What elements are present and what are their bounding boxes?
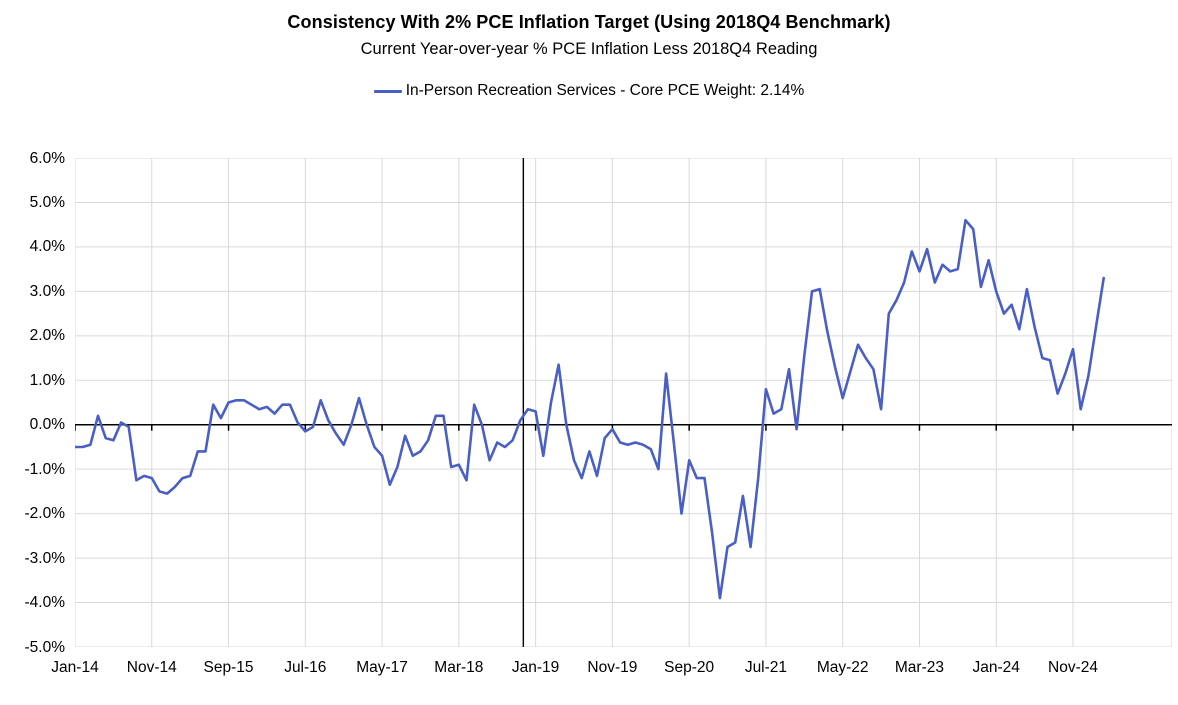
x-axis-tick-label: May-17: [356, 659, 408, 676]
y-axis-tick-label: -5.0%: [24, 638, 66, 656]
x-axis-tick-label: Mar-23: [894, 659, 944, 676]
legend: In-Person Recreation Services - Core PCE…: [0, 82, 1178, 100]
y-axis-tick-label: -4.0%: [24, 594, 66, 612]
y-axis-tick-label: 4.0%: [29, 238, 65, 256]
x-axis-tick-label: Jul-21: [744, 659, 788, 676]
x-axis-tick-label: Mar-18: [434, 659, 484, 676]
legend-label: In-Person Recreation Services - Core PCE…: [405, 82, 805, 99]
y-axis-tick-label: 1.0%: [29, 371, 65, 389]
y-axis-tick-label: 6.0%: [29, 149, 65, 167]
x-axis-tick-label: Jan-14: [51, 659, 99, 676]
x-axis-tick-label: Jan-19: [511, 659, 560, 676]
chart-subtitle: Current Year-over-year % PCE Inflation L…: [360, 40, 818, 58]
y-axis-tick-label: 2.0%: [29, 327, 65, 345]
legend-line-icon: [373, 89, 402, 93]
x-axis-tick-label: May-22: [816, 659, 869, 676]
chart-title: Consistency With 2% PCE Inflation Target…: [287, 12, 891, 32]
series-line: [75, 218, 1105, 600]
x-axis-tick-label: Jan-24: [972, 659, 1020, 676]
y-axis-tick-label: -1.0%: [24, 460, 66, 478]
x-axis-tick-label: Sep-20: [664, 659, 715, 676]
plot-area: [75, 158, 1172, 647]
y-axis-tick-label: -2.0%: [24, 505, 66, 523]
x-axis-tick-label: Nov-19: [587, 659, 638, 676]
y-axis-tick-label: 3.0%: [29, 282, 65, 300]
x-axis-tick-label: Sep-15: [203, 659, 254, 676]
line-chart-svg: [75, 158, 1172, 647]
x-axis-tick-label: Nov-14: [126, 659, 177, 676]
y-axis-tick-label: 0.0%: [29, 416, 65, 434]
x-axis-tick-label: Jul-16: [284, 659, 327, 676]
y-axis-tick-label: -3.0%: [24, 549, 66, 567]
x-axis-tick-label: Nov-24: [1048, 659, 1098, 676]
y-axis-tick-label: 5.0%: [29, 193, 65, 211]
